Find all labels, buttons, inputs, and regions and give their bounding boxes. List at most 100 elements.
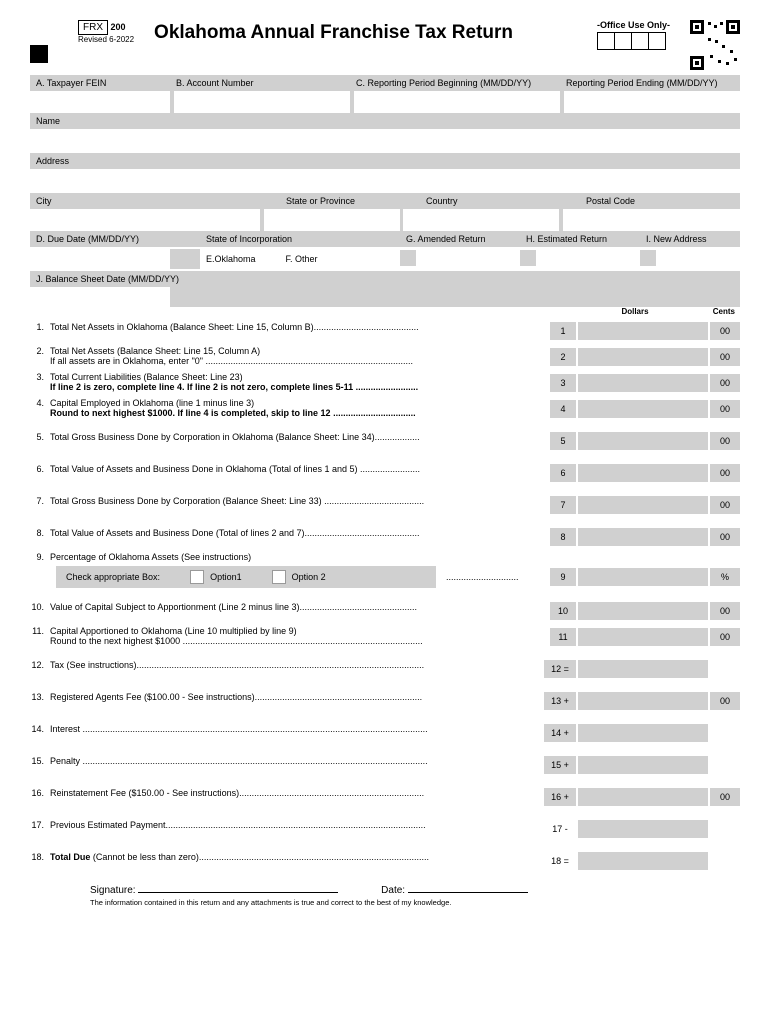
cents-header: Cents <box>700 307 740 316</box>
line-17-dollars[interactable] <box>578 820 708 838</box>
signature-line[interactable] <box>138 892 338 893</box>
line-1-num: 1 <box>550 322 576 340</box>
option1-label: Option1 <box>210 572 242 582</box>
line-18-text: (Cannot be less than zero)..............… <box>90 852 429 862</box>
checkbox-new-address[interactable] <box>640 250 656 266</box>
input-account[interactable] <box>174 91 350 113</box>
line-3-num: 3 <box>550 374 576 392</box>
input-period-end[interactable] <box>564 91 740 113</box>
line-7-dollars[interactable] <box>578 496 708 514</box>
checkbox-estimated[interactable] <box>520 250 536 266</box>
office-use-label: -Office Use Only- <box>597 20 670 30</box>
line-1-cents: 00 <box>710 322 740 340</box>
label-postal: Postal Code <box>580 193 740 209</box>
check-label: Check appropriate Box: <box>66 572 160 582</box>
line-13-dollars[interactable] <box>578 692 708 710</box>
line-15-cents <box>710 756 740 774</box>
line-14-cents <box>710 724 740 742</box>
date-line[interactable] <box>408 892 528 893</box>
line-9-text: Percentage of Oklahoma Assets (See instr… <box>50 552 740 562</box>
line-5-cents: 00 <box>710 432 740 450</box>
opt-other: F. Other <box>286 254 318 264</box>
line-1-text: Total Net Assets in Oklahoma (Balance Sh… <box>50 322 550 332</box>
line-6-dollars[interactable] <box>578 464 708 482</box>
label-address: Address <box>30 153 740 169</box>
line-15-dollars[interactable] <box>578 756 708 774</box>
line-8-dollars[interactable] <box>578 528 708 546</box>
line-11-cents: 00 <box>710 628 740 646</box>
line-5-text: Total Gross Business Done by Corporation… <box>50 432 550 442</box>
line-15-num: 15 + <box>544 756 576 774</box>
label-state-inc: State of Incorporation <box>200 234 400 244</box>
input-fein[interactable] <box>30 91 170 113</box>
line-10-cents: 00 <box>710 602 740 620</box>
line-16-cents: 00 <box>710 788 740 806</box>
page-title: Oklahoma Annual Franchise Tax Return <box>154 22 513 44</box>
option-row: Check appropriate Box: Option1 Option 2 <box>56 566 436 588</box>
line-8-num: 8 <box>550 528 576 546</box>
line-3-dollars[interactable] <box>578 374 708 392</box>
frx-number: 200 <box>111 22 126 32</box>
input-country[interactable] <box>403 209 559 231</box>
input-state[interactable] <box>264 209 400 231</box>
line-2-num: 2 <box>550 348 576 366</box>
dots-9: ............................. <box>436 572 550 582</box>
line-2-cents: 00 <box>710 348 740 366</box>
line-16-text: Reinstatement Fee ($150.00 - See instruc… <box>50 788 544 798</box>
line-16-num: 16 + <box>544 788 576 806</box>
checkbox-amended[interactable] <box>400 250 416 266</box>
label-state: State or Province <box>280 193 420 209</box>
opt-oklahoma: E.Oklahoma <box>206 254 256 264</box>
label-period-end: Reporting Period Ending (MM/DD/YY) <box>560 75 740 91</box>
line-4-dollars[interactable] <box>578 400 708 418</box>
line-14-dollars[interactable] <box>578 724 708 742</box>
input-postal[interactable] <box>563 209 740 231</box>
line-2-dollars[interactable] <box>578 348 708 366</box>
line-9-dollars[interactable] <box>578 568 708 586</box>
line-17-num: 17 - <box>544 820 576 838</box>
line-4b-text: Round to next highest $1000. If line 4 i… <box>50 408 416 418</box>
checkbox-option1[interactable] <box>190 570 204 584</box>
input-due-date[interactable] <box>30 249 170 269</box>
input-balance-date[interactable] <box>30 287 170 307</box>
line-16-dollars[interactable] <box>578 788 708 806</box>
line-18-num: 18 = <box>544 852 576 870</box>
line-4-num: 4 <box>550 400 576 418</box>
line-6-cents: 00 <box>710 464 740 482</box>
line-7-num: 7 <box>550 496 576 514</box>
label-fein: A. Taxpayer FEIN <box>30 75 170 91</box>
revised-date: Revised 6-2022 <box>78 35 134 44</box>
line-11-text: Capital Apportioned to Oklahoma (Line 10… <box>50 626 297 636</box>
line-18-cents <box>710 852 740 870</box>
input-name[interactable] <box>30 129 740 153</box>
identity-section: A. Taxpayer FEIN B. Account Number C. Re… <box>30 75 740 307</box>
line-11-dollars[interactable] <box>578 628 708 646</box>
form-code-box: FRX 200 <box>78 20 126 35</box>
line-5-dollars[interactable] <box>578 432 708 450</box>
disclaimer-text: The information contained in this return… <box>30 898 740 907</box>
checkbox-option2[interactable] <box>272 570 286 584</box>
label-balance-date: J. Balance Sheet Date (MM/DD/YY) <box>30 271 740 287</box>
line-17-cents <box>710 820 740 838</box>
label-amended: G. Amended Return <box>400 234 520 244</box>
line-13-cents: 00 <box>710 692 740 710</box>
input-period-begin[interactable] <box>354 91 560 113</box>
header: FRX 200 Revised 6-2022 Oklahoma Annual F… <box>30 20 740 70</box>
line-7-text: Total Gross Business Done by Corporation… <box>50 496 550 506</box>
input-city[interactable] <box>30 209 260 231</box>
line-12-num: 12 = <box>544 660 576 678</box>
line-18-dollars[interactable] <box>578 852 708 870</box>
column-headers: Dollars Cents <box>30 307 740 316</box>
line-18-bold: Total Due <box>50 852 90 862</box>
line-1-dollars[interactable] <box>578 322 708 340</box>
label-name: Name <box>30 113 740 129</box>
line-12-cents <box>710 660 740 678</box>
line-9-num: 9 <box>550 568 576 586</box>
line-10-dollars[interactable] <box>578 602 708 620</box>
line-items: 1.Total Net Assets in Oklahoma (Balance … <box>30 322 740 870</box>
line-9-pct: % <box>710 568 740 586</box>
input-address[interactable] <box>30 169 740 193</box>
line-2b-text: If all assets are in Oklahoma, enter "0"… <box>50 356 413 366</box>
marker-left <box>30 45 48 63</box>
line-12-dollars[interactable] <box>578 660 708 678</box>
